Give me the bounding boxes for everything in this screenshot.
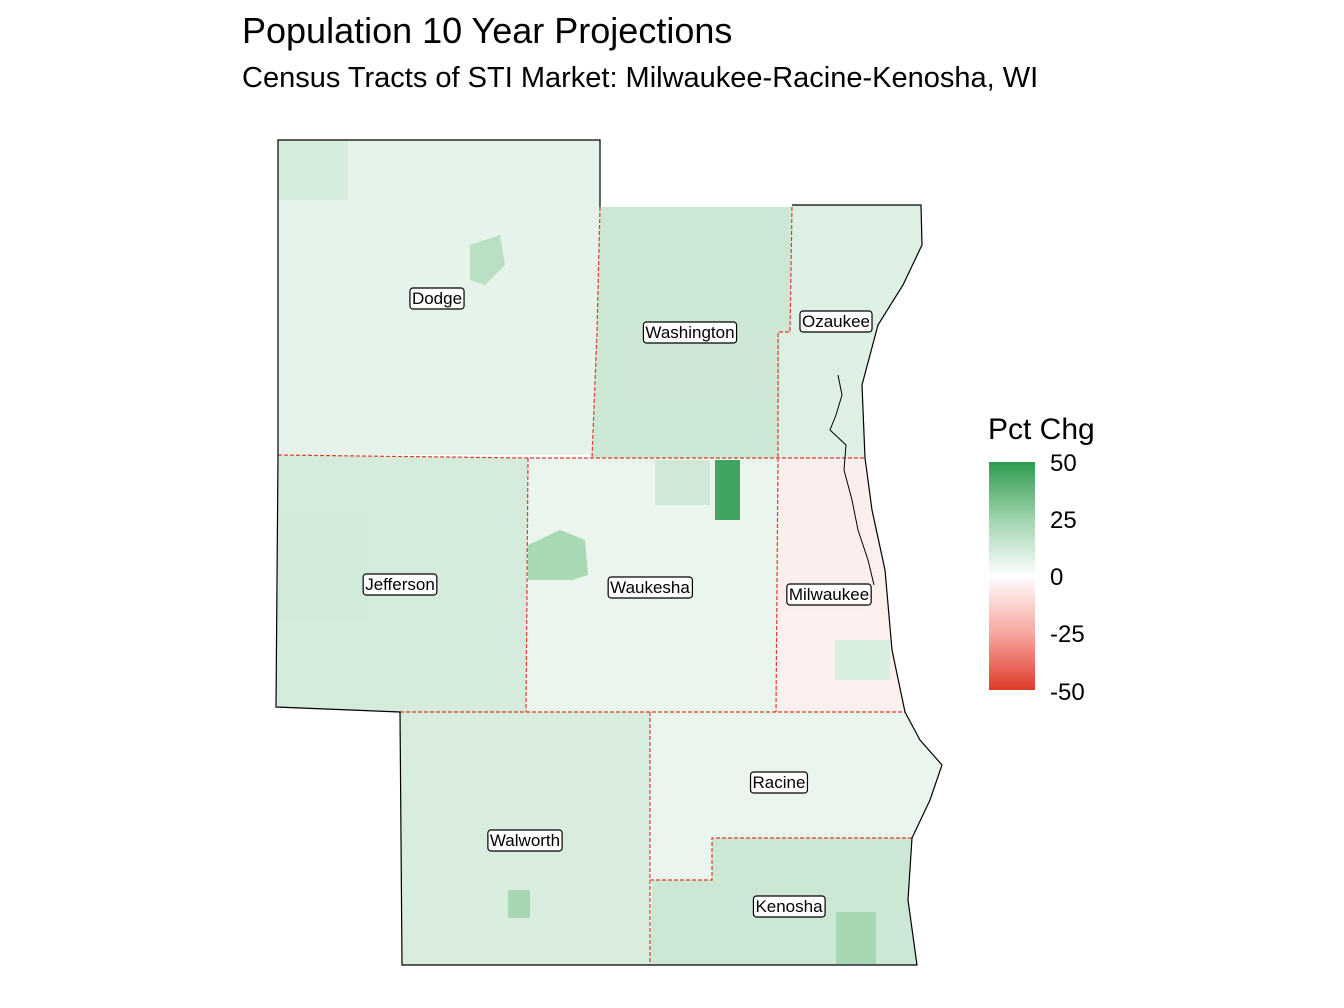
tract bbox=[528, 530, 588, 580]
county-label-text: Dodge bbox=[412, 289, 462, 308]
boundary-line bbox=[650, 837, 912, 881]
chart-title: Population 10 Year Projections bbox=[242, 10, 733, 51]
county-label: Kenosha bbox=[752, 895, 826, 918]
county-label-text: Jefferson bbox=[365, 575, 435, 594]
county-label-box bbox=[749, 771, 809, 794]
county-label: Racine bbox=[749, 771, 809, 794]
legend-tick: 50 bbox=[1050, 450, 1077, 477]
county-label-text: Washington bbox=[645, 323, 734, 342]
county-label: Waukesha bbox=[607, 576, 693, 599]
legend-color-bar bbox=[989, 462, 1035, 690]
shoreline bbox=[829, 374, 875, 586]
county-label-box bbox=[487, 829, 563, 852]
tract-accents bbox=[278, 140, 890, 964]
county-label: Washington bbox=[642, 321, 738, 344]
county-label: Walworth bbox=[487, 829, 563, 852]
county-label-box bbox=[409, 287, 465, 310]
tract bbox=[278, 510, 368, 620]
market-outline bbox=[275, 139, 943, 966]
county-label: Dodge bbox=[409, 287, 465, 310]
county-label-box bbox=[799, 310, 873, 333]
legend-tick: 25 bbox=[1050, 507, 1077, 534]
tract bbox=[278, 140, 348, 200]
tract bbox=[470, 235, 505, 285]
legend-tick: 0 bbox=[1050, 564, 1064, 591]
legend-title: Pct Chg bbox=[988, 413, 1095, 446]
tract bbox=[508, 890, 530, 918]
county-label-text: Ozaukee bbox=[802, 312, 870, 331]
county-label-box bbox=[752, 895, 826, 918]
legend-tick: -50 bbox=[1050, 679, 1085, 706]
county-label-box bbox=[642, 321, 738, 344]
boundary-line bbox=[277, 454, 865, 459]
county-label-box bbox=[607, 576, 693, 599]
county-label-text: Walworth bbox=[490, 831, 560, 850]
county-label-text: Waukesha bbox=[610, 578, 690, 597]
county-label-box bbox=[786, 583, 872, 606]
chart-subtitle: Census Tracts of STI Market: Milwaukee-R… bbox=[242, 62, 1039, 94]
tract bbox=[835, 640, 890, 680]
county-label-text: Milwaukee bbox=[789, 585, 869, 604]
county-label-text: Racine bbox=[753, 773, 806, 792]
boundary-line bbox=[777, 206, 793, 458]
county-label-box bbox=[362, 573, 438, 596]
county-label-text: Kenosha bbox=[755, 897, 823, 916]
county-label: Ozaukee bbox=[799, 310, 873, 333]
legend-tick: -25 bbox=[1050, 621, 1085, 648]
boundary-line bbox=[775, 457, 779, 713]
boundary-line bbox=[525, 457, 529, 713]
tract bbox=[655, 460, 710, 505]
county-label: Milwaukee bbox=[786, 583, 872, 606]
tract bbox=[715, 460, 740, 520]
tract bbox=[836, 912, 876, 964]
county-label: Jefferson bbox=[362, 573, 438, 596]
county-boundaries bbox=[277, 206, 912, 965]
